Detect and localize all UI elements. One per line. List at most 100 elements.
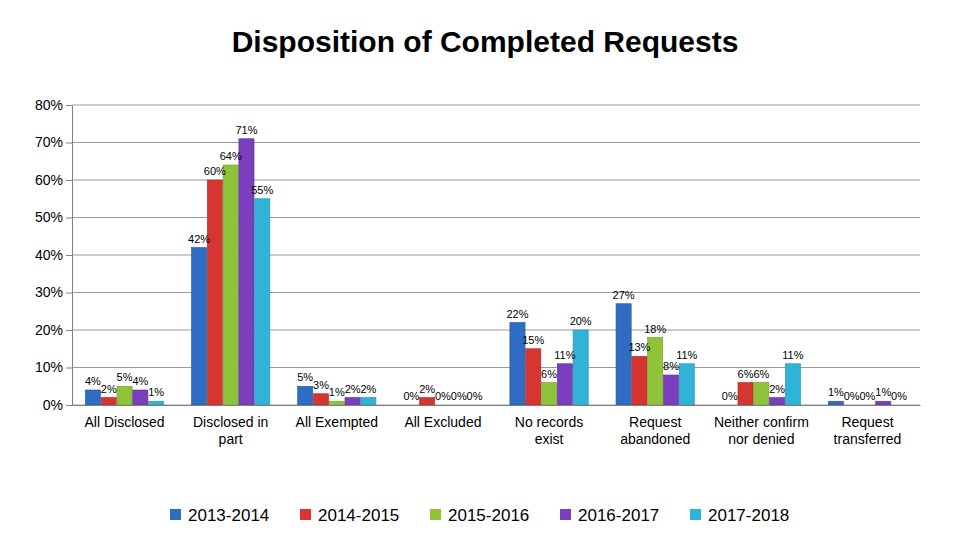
series (149, 199, 801, 405)
y-tick-label: 50% (35, 209, 63, 225)
bar (632, 356, 647, 405)
grid-line (72, 217, 920, 218)
x-tick-label: Requesttransferred (834, 414, 902, 447)
legend-label: 2014-2015 (318, 506, 399, 525)
bar (860, 405, 875, 406)
bar (298, 386, 313, 405)
x-tick: Neither confirmnor denied (714, 405, 809, 447)
bar (192, 248, 207, 406)
legend-swatch (560, 509, 571, 520)
y-tick-label: 20% (35, 322, 63, 338)
bar (891, 405, 906, 406)
y-tick: 60% (35, 172, 72, 188)
grid (72, 105, 920, 405)
bar (223, 165, 238, 405)
legend-swatch (170, 509, 181, 520)
y-tick-mark (66, 143, 72, 144)
x-tick: All Exempted (296, 405, 378, 430)
data-label: 2% (101, 383, 117, 395)
bar (663, 375, 678, 405)
data-label: 0% (435, 390, 451, 402)
data-label: 27% (613, 289, 635, 301)
bar (329, 401, 344, 405)
bar (828, 401, 843, 405)
legend-swatch (430, 509, 441, 520)
bar (844, 405, 859, 406)
data-label: 13% (628, 341, 650, 353)
bar (573, 330, 588, 405)
bar (404, 405, 419, 406)
data-label: 3% (313, 379, 329, 391)
bars (85, 139, 890, 405)
bar (255, 199, 270, 405)
data-label: 5% (117, 371, 133, 383)
bar (117, 386, 132, 405)
plot: 0%10%20%30%40%50%60%70%80%All DisclosedD… (35, 97, 921, 447)
x-tick-label: Disclosed inpart (193, 414, 268, 447)
data-label: 0% (891, 390, 907, 402)
legend-label: 2013-2014 (188, 506, 269, 525)
bar (361, 398, 376, 406)
y-tick-label: 0% (43, 397, 63, 413)
data-label: 11% (554, 349, 575, 361)
bar (467, 405, 482, 406)
data-label: 6% (753, 368, 769, 380)
data-label: 18% (644, 323, 666, 335)
x-axis: All Disclosed Disclosed inpart All Exempte… (73, 405, 921, 447)
y-tick-label: 10% (35, 359, 63, 375)
grid-line (72, 105, 920, 106)
x-tick: All Disclosed (84, 405, 164, 430)
data-label: 0% (403, 390, 419, 402)
grid-line (72, 180, 920, 181)
x-tick: All Excluded (404, 405, 481, 430)
bar (754, 383, 769, 406)
data-label: 71% (235, 124, 257, 136)
x-tick: Disclosed inpart (193, 405, 268, 447)
grid-line (72, 142, 920, 143)
data-label: 64% (220, 150, 242, 162)
data-label: 6% (738, 368, 754, 380)
y-tick: 0% (43, 397, 72, 413)
y-tick: 20% (35, 322, 72, 338)
data-label: 2% (419, 383, 435, 395)
x-tick-label: All Excluded (404, 414, 481, 430)
y-tick-mark (66, 180, 72, 181)
y-tick-mark (66, 330, 72, 331)
bar (420, 398, 435, 406)
y-tick: 10% (35, 359, 72, 375)
legend-swatch (300, 509, 311, 520)
series (101, 180, 753, 405)
data-labels: 4%42%5%0%22%27%0%1%2%60%3%2%15%13%6%0%5%… (85, 124, 907, 402)
legend-item: 2017-2018 (690, 506, 789, 525)
data-label: 0% (844, 390, 860, 402)
y-axis-line (72, 106, 73, 406)
x-axis-line (73, 405, 921, 406)
data-label: 0% (467, 390, 483, 402)
bar (207, 180, 222, 405)
legend-label: 2017-2018 (708, 506, 789, 525)
data-label: 4% (85, 375, 101, 387)
y-tick-label: 30% (35, 284, 63, 300)
y-tick-label: 40% (35, 247, 63, 263)
x-tick-label: Requestabandoned (620, 414, 690, 447)
y-tick-label: 70% (35, 134, 63, 150)
bar (770, 398, 785, 406)
x-tick-label: Neither confirmnor denied (714, 414, 809, 447)
legend-label: 2015-2016 (448, 506, 529, 525)
data-label: 1% (828, 386, 844, 398)
y-axis: 0%10%20%30%40%50%60%70%80% (35, 97, 73, 413)
data-label: 4% (132, 375, 148, 387)
bar (526, 349, 541, 405)
data-label: 1% (875, 386, 891, 398)
data-label: 0% (722, 390, 738, 402)
bar (557, 364, 572, 405)
data-label: 60% (204, 165, 226, 177)
data-label: 2% (769, 383, 785, 395)
y-tick: 40% (35, 247, 72, 263)
data-label: 1% (148, 386, 164, 398)
y-tick-mark (66, 255, 72, 256)
data-label: 11% (782, 349, 803, 361)
bar (722, 405, 737, 406)
legend-swatch (690, 509, 701, 520)
bar (785, 364, 800, 405)
